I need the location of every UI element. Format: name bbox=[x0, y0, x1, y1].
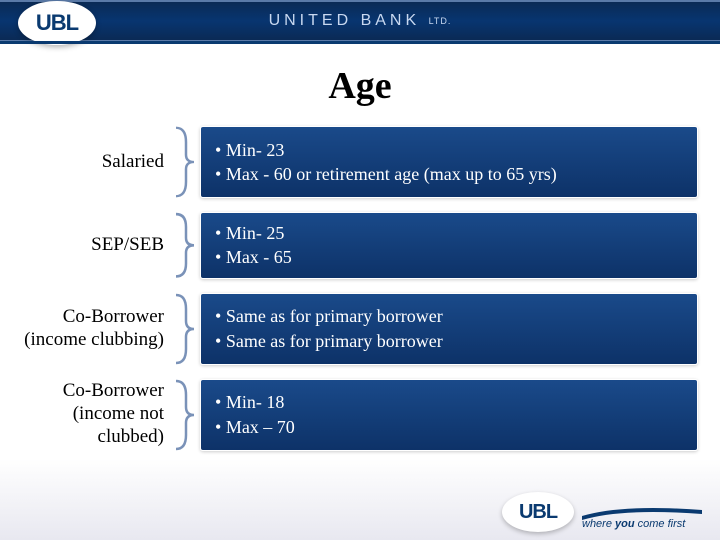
details-box: • Min- 18 • Max – 70 bbox=[200, 379, 698, 451]
bank-name: UNITED BANK LTD. bbox=[269, 12, 452, 30]
bullet-line: • Max – 70 bbox=[215, 415, 683, 439]
bullet-line: • Max - 60 or retirement age (max up to … bbox=[215, 162, 683, 186]
row-sepseb: SEP/SEB • Min- 25 • Max - 65 bbox=[22, 212, 698, 279]
curly-bracket-icon bbox=[170, 379, 200, 451]
page-title: Age bbox=[0, 64, 720, 108]
header-stripe-icon bbox=[0, 41, 720, 44]
tagline: where you come first bbox=[582, 504, 702, 530]
row-coborrower-notclubbed: Co-Borrower (income not clubbed) • Min- … bbox=[22, 379, 698, 451]
details-box: • Same as for primary borrower • Same as… bbox=[200, 293, 698, 365]
curly-bracket-icon bbox=[170, 126, 200, 198]
details-box: • Min- 25 • Max - 65 bbox=[200, 212, 698, 279]
curly-bracket-icon bbox=[170, 293, 200, 365]
curly-bracket-icon bbox=[170, 212, 200, 279]
row-salaried: Salaried • Min- 23 • Max - 60 or retirem… bbox=[22, 126, 698, 198]
header-bar: UBL UNITED BANK LTD. bbox=[0, 0, 720, 42]
bullet-line: • Same as for primary borrower bbox=[215, 304, 683, 328]
bullet-line: • Min- 18 bbox=[215, 390, 683, 414]
logo-abbrev: UBL bbox=[36, 10, 78, 36]
content-grid: Salaried • Min- 23 • Max - 60 or retirem… bbox=[0, 126, 720, 451]
ubl-oval-icon: UBL bbox=[502, 492, 574, 532]
bullet-line: • Same as for primary borrower bbox=[215, 329, 683, 353]
footer-logo-abbrev: UBL bbox=[519, 501, 557, 524]
bullet-line: • Min- 23 bbox=[215, 138, 683, 162]
details-box: • Min- 23 • Max - 60 or retirement age (… bbox=[200, 126, 698, 198]
footer-logo: UBL where you come first bbox=[502, 492, 702, 532]
row-label: Co-Borrower (income not clubbed) bbox=[22, 379, 170, 451]
row-coborrower-clubbing: Co-Borrower (income clubbing) • Same as … bbox=[22, 293, 698, 365]
row-label: Co-Borrower (income clubbing) bbox=[22, 293, 170, 365]
bullet-line: • Max - 65 bbox=[215, 245, 683, 269]
row-label: SEP/SEB bbox=[22, 212, 170, 279]
row-label: Salaried bbox=[22, 126, 170, 198]
tagline-text: where you come first bbox=[582, 518, 685, 530]
ubl-oval-icon: UBL bbox=[18, 1, 96, 45]
bullet-line: • Min- 25 bbox=[215, 221, 683, 245]
header-logo: UBL bbox=[18, 0, 148, 47]
